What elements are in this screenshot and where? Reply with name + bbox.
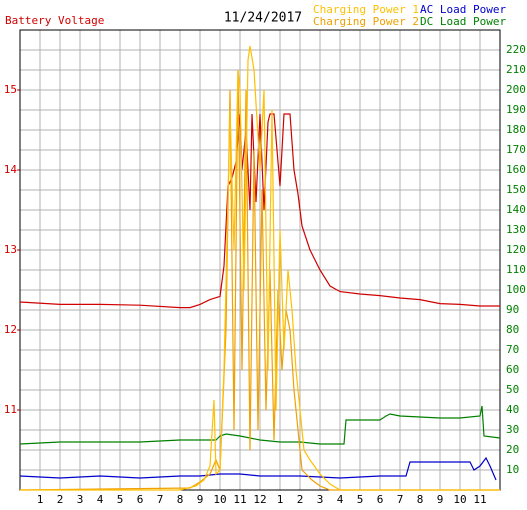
plot-frame <box>19 29 501 491</box>
x-tick-label: 3 <box>77 493 84 506</box>
y2-tick-label: 20 <box>506 443 519 456</box>
series-line <box>19 113 500 309</box>
series-line <box>20 45 500 491</box>
series-line <box>19 405 501 445</box>
x-tick-label: 12 <box>253 493 266 506</box>
y2-tick-label: 190 <box>506 103 526 116</box>
x-tick-label: 7 <box>157 493 164 506</box>
y2-tick-label: 100 <box>506 283 526 296</box>
y2-tick-label: 150 <box>506 183 526 196</box>
y-tick-label: 13 <box>4 243 17 256</box>
x-tick-label: 10 <box>453 493 466 506</box>
y2-tick-label: 50 <box>506 383 519 396</box>
x-tick-label: 8 <box>177 493 184 506</box>
x-tick-label: 9 <box>197 493 204 506</box>
x-tick-label: 2 <box>297 493 304 506</box>
y-axis-label: Battery Voltage <box>5 14 104 27</box>
x-tick-label: 5 <box>357 493 364 506</box>
x-tick-label: 7 <box>397 493 404 506</box>
y2-tick-label: 10 <box>506 463 519 476</box>
y2-tick-label: 70 <box>506 343 519 356</box>
y2-tick-label: 140 <box>506 203 526 216</box>
legend-entry: AC Load Power <box>420 3 506 16</box>
x-tick-label: 4 <box>337 493 344 506</box>
chart-title: 11/24/2017 <box>224 11 302 26</box>
y2-tick-label: 220 <box>506 43 526 56</box>
series-line <box>19 456 497 481</box>
y-tick-label: 11 <box>4 403 17 416</box>
y2-tick-label: 30 <box>506 423 519 436</box>
legend-entry: Charging Power 1 <box>313 3 419 16</box>
y2-tick-label: 130 <box>506 223 526 236</box>
y2-tick-label: 40 <box>506 403 519 416</box>
y2-tick-label: 180 <box>506 123 526 136</box>
y2-tick-label: 160 <box>506 163 526 176</box>
y2-tick-label: 110 <box>506 263 526 276</box>
x-tick-label: 6 <box>137 493 144 506</box>
x-tick-label: 3 <box>317 493 324 506</box>
y-tick-label: 14 <box>4 163 18 176</box>
x-tick-label: 11 <box>233 493 246 506</box>
x-tick-label: 2 <box>57 493 64 506</box>
legend-entry: DC Load Power <box>420 15 506 28</box>
y2-tick-label: 90 <box>506 303 519 316</box>
y-tick-label: 15 <box>4 83 17 96</box>
x-tick-label: 8 <box>417 493 424 506</box>
y2-tick-label: 60 <box>506 363 519 376</box>
x-tick-label: 9 <box>437 493 444 506</box>
x-tick-label: 1 <box>277 493 284 506</box>
y2-tick-label: 200 <box>506 83 526 96</box>
x-tick-label: 10 <box>213 493 226 506</box>
x-tick-label: 6 <box>377 493 384 506</box>
y2-tick-label: 80 <box>506 323 519 336</box>
x-tick-label: 1 <box>37 493 44 506</box>
y-tick-label: 12 <box>4 323 17 336</box>
legend-entry: Charging Power 2 <box>313 15 419 28</box>
x-tick-label: 11 <box>473 493 486 506</box>
y2-tick-label: 210 <box>506 63 526 76</box>
y2-tick-label: 170 <box>506 143 526 156</box>
x-tick-label: 4 <box>97 493 104 506</box>
y2-tick-label: 120 <box>506 243 526 256</box>
x-tick-label: 5 <box>117 493 124 506</box>
